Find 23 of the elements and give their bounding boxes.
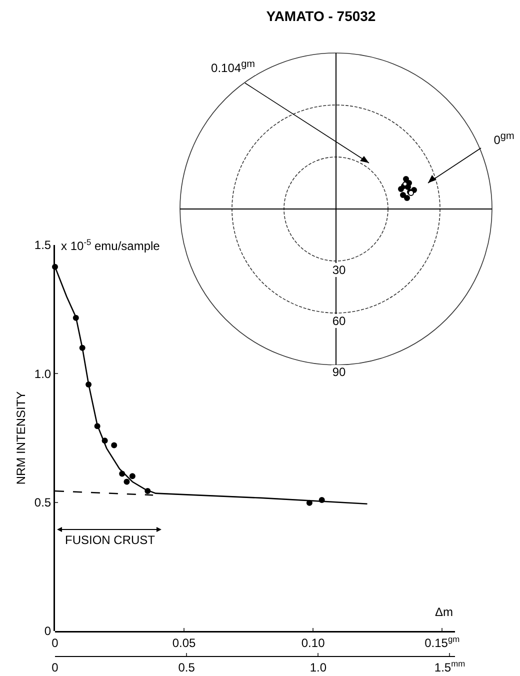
x2-tick-label: 1.5$^{mm}$ xyxy=(434,658,466,674)
x-axis-title: Δm xyxy=(435,605,454,619)
point xyxy=(124,478,130,485)
text: 0.104$^{gm}$ xyxy=(210,59,256,75)
text: YAMATO - 75032 xyxy=(265,8,377,24)
y-tick-label: 0.5 xyxy=(34,496,52,510)
y-axis-title: NRM INTENSITY xyxy=(14,391,28,485)
annotation: 90 xyxy=(331,365,347,379)
y-tick-label: 0 xyxy=(44,624,52,638)
y-tick-label: 1.5 xyxy=(34,238,52,252)
x-tick-label: 0.10 xyxy=(301,636,326,650)
annotation: FUSION CRUST xyxy=(65,533,156,547)
point xyxy=(129,473,136,480)
y-tick-label: 1.0 xyxy=(34,366,52,381)
point xyxy=(111,442,118,448)
x2-tick-label: 0.5 xyxy=(178,660,196,674)
x-tick-label: 0.15$^{gm}$ xyxy=(424,634,460,650)
x2-tick-label: 1.0 xyxy=(310,660,327,674)
x-tick-label: 0.05 xyxy=(172,636,196,650)
annotation: x 10$^{-5}$ emu/sample xyxy=(61,237,160,254)
text: 0$^{gm}$ xyxy=(492,131,516,147)
annotation: 30 xyxy=(331,263,347,277)
annotation: 60 xyxy=(331,314,347,328)
